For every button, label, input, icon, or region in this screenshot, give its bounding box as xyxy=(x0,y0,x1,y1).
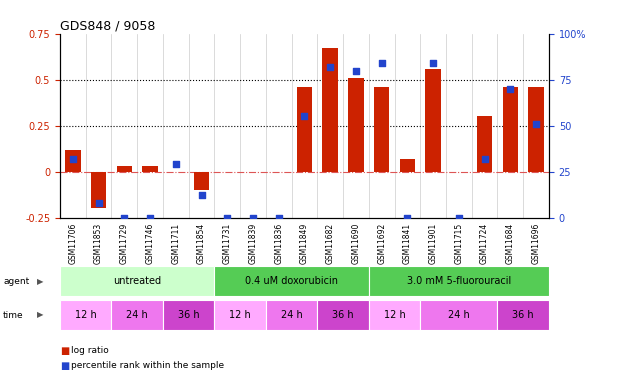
Text: GSM11854: GSM11854 xyxy=(197,223,206,264)
Bar xyxy=(65,150,81,172)
Text: log ratio: log ratio xyxy=(71,346,109,355)
Text: 12 h: 12 h xyxy=(384,310,405,320)
Text: GDS848 / 9058: GDS848 / 9058 xyxy=(60,20,155,33)
Point xyxy=(274,214,284,220)
Text: ▶: ▶ xyxy=(37,310,43,320)
Point xyxy=(403,214,413,220)
Text: GSM11682: GSM11682 xyxy=(326,223,334,264)
Bar xyxy=(143,166,158,172)
Point xyxy=(428,60,438,66)
Text: GSM11901: GSM11901 xyxy=(428,223,438,264)
Bar xyxy=(369,300,420,330)
Text: 3.0 mM 5-fluorouracil: 3.0 mM 5-fluorouracil xyxy=(407,276,511,286)
Text: GSM11724: GSM11724 xyxy=(480,223,489,264)
Text: ■: ■ xyxy=(60,361,69,370)
Bar xyxy=(194,172,209,190)
Text: 0.4 uM doxorubicin: 0.4 uM doxorubicin xyxy=(245,276,338,286)
Bar xyxy=(503,87,518,172)
Text: 24 h: 24 h xyxy=(281,310,302,320)
Text: GSM11841: GSM11841 xyxy=(403,223,412,264)
Point xyxy=(68,156,78,162)
Text: ▶: ▶ xyxy=(37,277,43,286)
Point xyxy=(505,86,516,92)
Bar xyxy=(420,300,497,330)
Bar xyxy=(369,266,549,296)
Point xyxy=(377,60,387,66)
Bar xyxy=(425,69,441,172)
Bar xyxy=(215,300,266,330)
Text: GSM11853: GSM11853 xyxy=(94,223,103,264)
Text: 36 h: 36 h xyxy=(178,310,199,320)
Bar xyxy=(399,159,415,172)
Bar xyxy=(163,300,215,330)
Bar xyxy=(117,166,132,172)
Point xyxy=(480,156,490,162)
Text: GSM11690: GSM11690 xyxy=(351,223,360,264)
Text: time: time xyxy=(3,310,24,320)
Point xyxy=(248,214,258,220)
Text: GSM11839: GSM11839 xyxy=(249,223,257,264)
Bar xyxy=(497,300,549,330)
Text: GSM11836: GSM11836 xyxy=(274,223,283,264)
Text: untreated: untreated xyxy=(113,276,162,286)
Text: 24 h: 24 h xyxy=(448,310,469,320)
Bar xyxy=(60,300,112,330)
Point xyxy=(222,214,232,220)
Point xyxy=(171,161,181,167)
Bar xyxy=(60,266,215,296)
Text: GSM11731: GSM11731 xyxy=(223,223,232,264)
Text: GSM11692: GSM11692 xyxy=(377,223,386,264)
Text: 12 h: 12 h xyxy=(229,310,251,320)
Text: GSM11849: GSM11849 xyxy=(300,223,309,264)
Point xyxy=(145,214,155,220)
Bar xyxy=(266,300,317,330)
Bar xyxy=(374,87,389,172)
Text: percentile rank within the sample: percentile rank within the sample xyxy=(71,361,224,370)
Text: 36 h: 36 h xyxy=(333,310,354,320)
Bar xyxy=(91,172,106,208)
Text: GSM11696: GSM11696 xyxy=(531,223,541,264)
Point xyxy=(325,64,335,70)
Bar xyxy=(297,87,312,172)
Text: GSM11706: GSM11706 xyxy=(68,223,78,264)
Bar xyxy=(215,266,369,296)
Point xyxy=(351,68,361,74)
Point xyxy=(196,192,206,198)
Point xyxy=(299,113,309,119)
Bar xyxy=(322,48,338,172)
Text: GSM11711: GSM11711 xyxy=(171,223,180,264)
Point xyxy=(119,214,129,220)
Point xyxy=(454,214,464,220)
Text: ■: ■ xyxy=(60,346,69,355)
Text: GSM11684: GSM11684 xyxy=(506,223,515,264)
Text: 36 h: 36 h xyxy=(512,310,534,320)
Text: GSM11729: GSM11729 xyxy=(120,223,129,264)
Text: GSM11715: GSM11715 xyxy=(454,223,463,264)
Point xyxy=(531,121,541,127)
Text: 24 h: 24 h xyxy=(126,310,148,320)
Text: agent: agent xyxy=(3,277,30,286)
Text: GSM11746: GSM11746 xyxy=(146,223,155,264)
Point xyxy=(93,200,103,206)
Bar xyxy=(348,78,363,172)
Bar xyxy=(317,300,369,330)
Bar xyxy=(112,300,163,330)
Text: 12 h: 12 h xyxy=(75,310,97,320)
Bar xyxy=(528,87,544,172)
Bar xyxy=(477,116,492,172)
